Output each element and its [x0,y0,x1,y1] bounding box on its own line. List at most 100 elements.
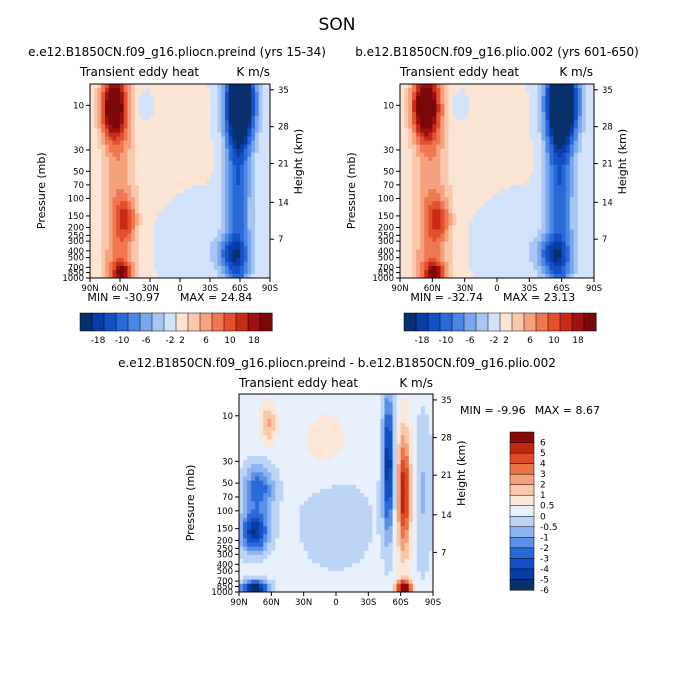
heatmap-cell [258,96,263,101]
heatmap-cell [581,96,587,101]
heatmap-cell [452,148,457,154]
heatmap-cell [541,116,546,121]
heatmap-cell [484,241,490,247]
heatmap-cell [240,241,245,247]
heatmap-cell [187,88,192,93]
heatmap-cell [142,205,147,210]
heatmap-cell [221,253,226,259]
heatmap-cell [105,152,110,158]
heatmap-cell [120,128,125,133]
heatmap-cell [533,124,538,129]
heatmap-cell [561,108,567,113]
heatmap-cell [161,100,166,105]
heatmap-cell [569,245,575,251]
heatmap-cell [97,92,102,97]
heatmap-cell [589,160,595,166]
heatmap-cell [138,148,143,154]
heatmap-cell [420,144,425,150]
heatmap-cell [239,476,244,482]
heatmap-cell [537,253,542,259]
heatmap-cell [232,172,237,178]
heatmap-cell [565,253,571,259]
heatmap-cell [195,273,200,279]
heatmap-cell [123,269,128,275]
heatmap-cell [436,136,441,141]
heatmap-cell [255,213,260,218]
heatmap-cell [168,265,173,271]
heatmap-cell [105,221,110,226]
heatmap-cell [488,132,494,137]
heatmap-cell [464,132,470,137]
heatmap-cell [436,108,441,113]
heatmap-cell [432,257,437,263]
heatmap-cell [157,269,162,275]
heatmap-cell [444,152,449,158]
heatmap-cell [172,269,177,275]
heatmap-cell [138,245,143,251]
heatmap-cell [505,112,510,117]
heatmap-cell [97,217,102,222]
heatmap-cell [225,237,230,243]
heatmap-cell [460,168,466,174]
heatmap-cell [432,88,437,93]
heatmap-cell [142,176,147,182]
heatmap-cell [513,124,518,129]
heatmap-cell [404,237,409,243]
heatmap-cell [505,88,510,93]
heatmap-cell [213,144,218,150]
heatmap-cell [541,160,546,166]
heatmap-cell [553,128,559,133]
heatmap-cell [452,116,457,121]
heatmap-cell [521,84,526,89]
heatmap-cell [120,100,125,105]
heatmap-cell [138,257,143,263]
heatmap-cell [585,104,591,109]
heatmap-cell [537,92,542,97]
heatmap-cell [262,217,267,222]
heatmap-cell [484,233,490,238]
heatmap-cell [210,253,215,259]
heatmap-cell [517,233,522,238]
heatmap-cell [266,257,271,263]
heatmap-cell [517,189,522,194]
heatmap-cell [105,185,110,190]
heatmap-cell [581,176,587,182]
heatmap-cell [217,88,222,93]
heatmap-cell [176,217,181,222]
heatmap-cell [513,152,518,158]
heatmap-cell [228,241,233,247]
heatmap-cell [404,156,409,162]
heatmap-cell [545,176,550,182]
heatmap-cell [549,257,554,263]
heatmap-cell [517,96,522,101]
heatmap-cell [561,185,567,190]
heatmap-cell [180,233,185,238]
heatmap-cell [428,116,433,121]
heatmap-cell [228,229,233,234]
heatmap-cell [400,104,405,109]
heatmap-cell [424,189,429,194]
heatmap-cell [525,148,530,154]
heatmap-cell [565,209,571,214]
heatmap-cell [232,128,237,133]
heatmap-cell [444,189,449,194]
heatmap-cell [472,225,478,230]
heatmap-cell [557,176,563,182]
heatmap-cell [589,112,595,117]
heatmap-cell [172,100,177,105]
heatmap-cell [202,164,207,170]
heatmap-cell [191,172,196,178]
heatmap-cell [202,132,207,137]
heatmap-cell [521,104,526,109]
heatmap-cell [501,269,506,275]
heatmap-cell [569,241,575,247]
heatmap-cell [210,193,215,198]
heatmap-cell [561,160,567,166]
heatmap-cell [123,181,128,186]
heatmap-cell [243,402,248,407]
heatmap-cell [228,88,233,93]
colorbar-label: 2 [503,336,509,346]
heatmap-cell [138,84,143,89]
heatmap-cell [172,168,177,174]
heatmap-cell [266,128,271,133]
